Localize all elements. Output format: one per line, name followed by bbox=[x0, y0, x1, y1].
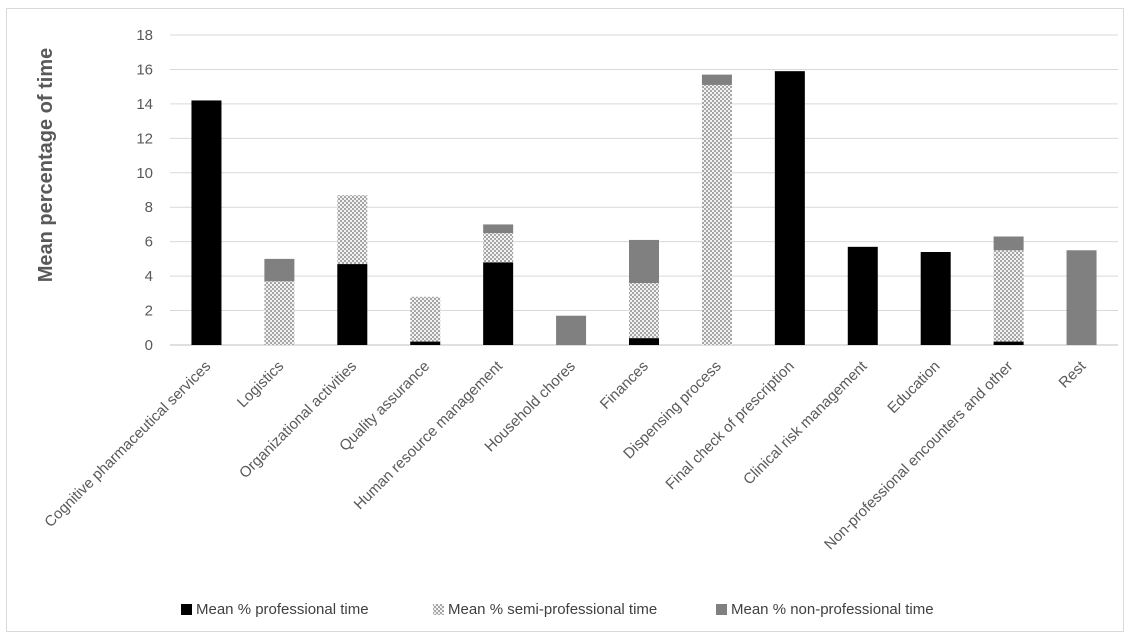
y-tick-label: 2 bbox=[145, 303, 153, 320]
bar-segment-professional bbox=[774, 71, 805, 346]
y-tick-label: 6 bbox=[145, 234, 153, 251]
y-tick-label: 0 bbox=[145, 337, 153, 354]
y-tick-label: 18 bbox=[136, 27, 153, 44]
bar-segment-professional bbox=[920, 252, 951, 345]
x-tick-label: Cognitive pharmaceutical services bbox=[41, 358, 214, 531]
legend-swatch bbox=[716, 604, 727, 615]
bar-segment-semi-professional bbox=[337, 195, 368, 265]
bar-segment-non-professional bbox=[483, 224, 514, 234]
bar-segment-non-professional bbox=[629, 239, 659, 283]
bar-segment-semi-professional bbox=[701, 84, 732, 345]
bar-segment-semi-professional bbox=[264, 281, 295, 345]
bars bbox=[191, 71, 1097, 346]
bar-segment-professional bbox=[483, 262, 514, 345]
bar-segment-semi-professional bbox=[483, 233, 514, 263]
bar-segment-semi-professional bbox=[629, 283, 659, 339]
y-tick-label: 12 bbox=[136, 130, 153, 147]
y-tick-label: 16 bbox=[136, 61, 153, 78]
y-axis-ticks: 0 2 4 6 8 10 12 14 16 18 bbox=[136, 27, 153, 354]
y-tick-label: 14 bbox=[136, 96, 153, 113]
y-tick-label: 8 bbox=[145, 199, 153, 216]
bar-segment-semi-professional bbox=[993, 250, 1024, 342]
bar-segment-professional bbox=[993, 341, 1024, 345]
legend-label: Mean % semi-professional time bbox=[448, 601, 657, 618]
legend-swatch bbox=[181, 604, 192, 615]
bar-segment-non-professional bbox=[993, 236, 1024, 251]
bar-segment-non-professional bbox=[556, 315, 587, 345]
x-tick-label: Clinical risk management bbox=[740, 357, 871, 488]
bar-segment-professional bbox=[410, 341, 441, 345]
x-tick-label: Education bbox=[884, 358, 943, 417]
bar-segment-professional bbox=[191, 100, 222, 345]
x-tick-label: Organizational activities bbox=[236, 358, 360, 482]
x-tick-label: Human resource management bbox=[351, 357, 507, 513]
y-tick-label: 10 bbox=[136, 165, 153, 182]
legend-label: Mean % non-professional time bbox=[731, 601, 934, 618]
x-tick-label: Final check of prescription bbox=[662, 358, 797, 493]
x-tick-label: Rest bbox=[1056, 357, 1090, 391]
bar-segment-non-professional bbox=[1066, 250, 1097, 345]
bar-segment-non-professional bbox=[264, 258, 295, 282]
x-tick-label: Finances bbox=[597, 358, 652, 413]
legend-label: Mean % professional time bbox=[196, 601, 369, 618]
bar-segment-professional bbox=[337, 264, 368, 345]
bar-segment-professional bbox=[847, 246, 878, 345]
legend-swatch bbox=[433, 604, 444, 615]
y-tick-label: 4 bbox=[145, 268, 153, 285]
x-axis-ticks: Cognitive pharmaceutical services Logisti… bbox=[41, 357, 1090, 553]
x-tick-label: Logistics bbox=[234, 358, 287, 411]
gridlines bbox=[170, 34, 1118, 346]
legend: Mean % professional time Mean % semi-prof… bbox=[181, 601, 934, 618]
bar-segment-non-professional bbox=[701, 74, 732, 85]
bar-segment-professional bbox=[629, 338, 659, 345]
y-axis-label: Mean percentage of time bbox=[35, 48, 57, 283]
bar-segment-semi-professional bbox=[410, 296, 441, 342]
